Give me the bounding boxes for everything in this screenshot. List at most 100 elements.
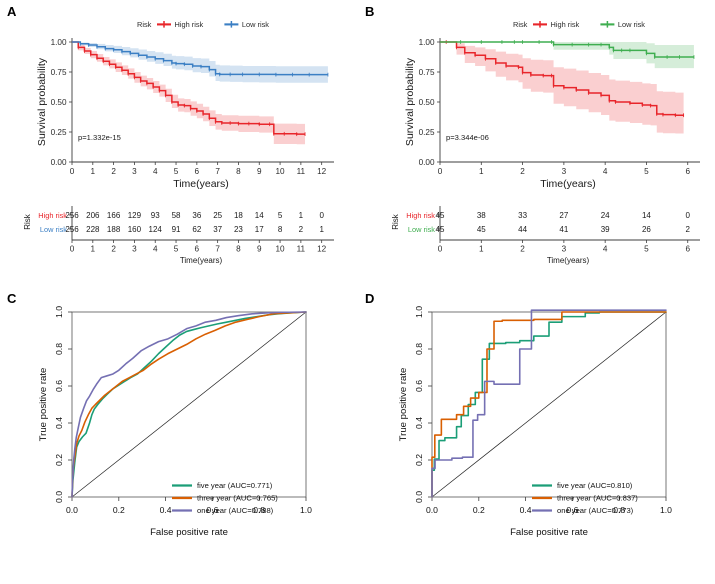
risk-count: 2 [686,225,691,234]
x-tick-label: 9 [257,167,262,176]
x-tick-label: 1.0 [660,505,672,515]
y-tick-label: 0.00 [419,158,435,167]
risk-x-tick-label: 3 [562,245,567,254]
risk-x-tick-label: 1 [479,245,484,254]
risk-count: 62 [192,225,201,234]
legend-label: High risk [551,20,580,29]
km-legend: Risk High risk Low risk [137,20,269,29]
x-tick-label: 5 [644,167,649,176]
risk-count: 17 [255,225,264,234]
risk-x-tick-label: 1 [91,245,96,254]
km-series [72,41,329,83]
x-tick-label: 1 [479,167,484,176]
risk-x-tick-label: 10 [276,245,286,254]
risk-count: 38 [477,211,486,220]
y-tick-label: 0.6 [54,380,64,392]
km-confidence-band [72,42,328,83]
risk-count: 1 [319,225,324,234]
risk-row-label: Low risk [408,225,435,234]
panel-b-letter: B [365,4,375,19]
diagonal-reference-line [71,311,307,498]
y-tick-label: 0.2 [54,454,64,466]
km-series [72,41,306,145]
x-tick-label: 0.0 [426,505,438,515]
km-confidence-band [440,42,684,134]
y-tick-label: 0.00 [51,158,67,167]
risk-x-tick-label: 8 [236,245,241,254]
x-tick-label: 11 [297,167,306,176]
risk-count: 5 [278,211,283,220]
risk-count: 36 [192,211,201,220]
risk-x-axis-title: Time(years) [547,256,590,265]
p-value-annotation: p=1.332e-15 [78,133,121,142]
panel-d-letter: D [365,291,375,306]
legend-label: Low risk [242,20,269,29]
risk-count: 24 [601,211,610,220]
risk-count: 18 [234,211,243,220]
legend-title: Risk [137,20,152,29]
y-tick-label: 1.0 [414,306,424,318]
risk-count: 228 [86,225,100,234]
x-tick-label: 3 [132,167,137,176]
risk-count: 160 [128,225,142,234]
risk-x-tick-label: 0 [438,245,443,254]
roc-legend: five year (AUC=0.810) three year (AUC=0.8… [532,481,638,515]
panel-a-figure: Risk High risk Low risk 0.00 0.25 0.50 0.75 1.0… [23,20,334,265]
risk-count: 23 [234,225,243,234]
legend-label: five year (AUC=0.810) [557,481,633,490]
y-tick-label: 0.75 [51,68,67,77]
legend-label: three year (AUC=0.765) [197,494,278,503]
x-tick-label: 2 [111,167,116,176]
risk-count: 256 [65,225,79,234]
risk-count: 2 [299,225,304,234]
legend-label: five year (AUC=0.771) [197,481,273,490]
x-tick-label: 0 [438,167,443,176]
panel-b: B Risk High risk Low risk 0.00 0.25 0.50 0.75 1… [358,0,715,285]
y-tick-label: 0.4 [414,417,424,429]
risk-x-tick-label: 7 [215,245,220,254]
risk-x-tick-label: 4 [603,245,608,254]
risk-x-tick-label: 0 [70,245,75,254]
risk-count: 1 [299,211,304,220]
risk-count: 93 [151,211,160,220]
x-tick-label: 1 [91,167,96,176]
diagonal-reference-line [431,311,667,498]
x-tick-label: 7 [215,167,220,176]
y-tick-label: 0.0 [54,491,64,503]
y-tick-label: 1.00 [419,38,435,47]
y-tick-label: 1.00 [51,38,67,47]
y-tick-label: 0.75 [419,68,435,77]
legend-label: three year (AUC=0.837) [557,494,638,503]
x-tick-label: 12 [317,167,327,176]
x-axis-title: Time(years) [173,178,229,190]
roc-curve [431,311,667,498]
x-tick-label: 0.6 [566,505,578,515]
risk-x-tick-label: 5 [644,245,649,254]
y-axis-title: Survival probability [36,57,48,146]
x-tick-label: 0 [70,167,75,176]
x-tick-label: 0.2 [473,505,485,515]
risk-count: 129 [128,211,142,220]
x-tick-label: 0.4 [160,505,172,515]
panel-a: A Risk High risk Low risk 0.00 0.25 0.50 0.75 1… [0,0,358,285]
y-tick-label: 0.8 [414,343,424,355]
risk-count: 25 [213,211,222,220]
x-axis-title: Time(years) [540,178,596,190]
y-axis-title: True positive rate [398,368,409,442]
x-tick-label: 4 [603,167,608,176]
risk-x-tick-label: 2 [520,245,525,254]
x-axis-title: False positive rate [510,527,588,538]
x-tick-label: 0.8 [253,505,265,515]
y-tick-label: 0.50 [51,98,67,107]
risk-x-tick-label: 12 [317,245,327,254]
y-tick-label: 0.25 [51,128,67,137]
panel-d-figure: 0.0 0.2 0.4 0.6 0.8 1.0 0.0 0.2 0.4 0.6 0.8 1.0 Fals… [398,306,672,538]
km-curve [440,41,684,116]
y-tick-label: 0.50 [419,98,435,107]
risk-count: 27 [559,211,568,220]
roc-curve [71,311,307,498]
panel-c-letter: C [7,291,17,306]
km-confidence-band [72,42,306,145]
p-value-annotation: p=3.344e-06 [446,133,489,142]
